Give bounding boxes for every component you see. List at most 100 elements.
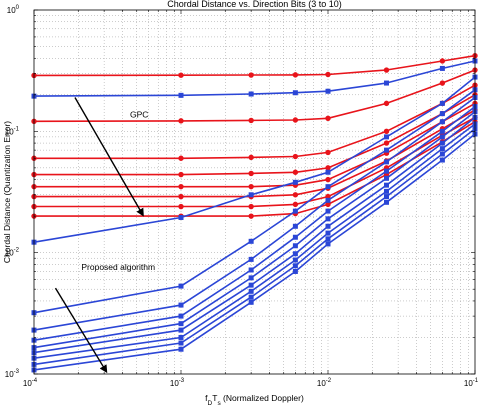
data-point-square bbox=[292, 179, 298, 185]
data-point-circle bbox=[383, 140, 390, 146]
x-tick-label: 10-4 bbox=[23, 378, 38, 388]
data-point-square bbox=[439, 100, 445, 106]
data-point-square bbox=[439, 111, 445, 117]
data-point-square bbox=[292, 257, 298, 263]
data-point-square bbox=[178, 313, 184, 319]
data-point-square bbox=[292, 268, 298, 274]
series-line bbox=[34, 116, 476, 208]
data-point-square bbox=[178, 340, 184, 346]
data-point-square bbox=[325, 184, 331, 190]
series-line bbox=[33, 123, 476, 359]
data-point-square bbox=[292, 251, 298, 257]
series-line bbox=[33, 60, 476, 97]
data-point-circle bbox=[292, 72, 299, 78]
series-line bbox=[34, 84, 476, 160]
x-axis-title-mid: T bbox=[212, 393, 217, 403]
data-point-square bbox=[383, 80, 389, 86]
series-line bbox=[33, 76, 476, 243]
data-point-square bbox=[178, 327, 184, 333]
x-axis-title: fDTs (Normalized Doppler) bbox=[205, 393, 304, 406]
data-point-circle bbox=[178, 155, 184, 161]
series-line bbox=[33, 116, 476, 354]
data-point-square bbox=[292, 90, 298, 96]
x-axis-title-base: f bbox=[205, 393, 208, 403]
proposed-annotation-arrow bbox=[54, 287, 108, 374]
data-point-square bbox=[248, 91, 254, 97]
proposed-series-line bbox=[31, 58, 478, 99]
data-point-square bbox=[178, 334, 184, 340]
data-point-square bbox=[383, 134, 389, 140]
annotations: GPC Proposed algorithm bbox=[54, 97, 155, 374]
y-tick-label: 10-3 bbox=[5, 369, 20, 379]
gpc-annotation-arrow bbox=[74, 97, 144, 217]
series-line bbox=[33, 105, 476, 341]
proposed-series-line bbox=[31, 74, 478, 245]
data-point-circle bbox=[248, 213, 254, 219]
data-point-circle bbox=[325, 71, 331, 78]
data-point-square bbox=[439, 140, 445, 146]
data-point-circle bbox=[325, 201, 331, 208]
gpc-annotation-label: GPC bbox=[130, 110, 148, 120]
series-line bbox=[33, 128, 476, 366]
y-tick-label: 100 bbox=[7, 5, 20, 15]
data-point-circle bbox=[292, 201, 299, 208]
y-axis-title: Chordal Distance (Quantization Error) bbox=[2, 121, 12, 263]
data-point-square bbox=[178, 283, 184, 289]
data-point-square bbox=[292, 243, 298, 249]
data-point-square bbox=[248, 238, 254, 244]
data-point-square bbox=[178, 214, 184, 220]
series-line bbox=[33, 96, 476, 331]
series-line bbox=[34, 109, 476, 198]
data-point-square bbox=[439, 128, 445, 134]
data-point-circle bbox=[178, 118, 184, 124]
data-point-circle bbox=[178, 72, 184, 78]
data-point-square bbox=[439, 157, 445, 163]
series-line bbox=[33, 133, 476, 371]
data-point-circle bbox=[178, 171, 184, 178]
proposed-annotation-label: Proposed algorithm bbox=[81, 262, 155, 272]
data-point-circle bbox=[248, 117, 254, 124]
data-point-square bbox=[325, 236, 331, 242]
data-point-square bbox=[292, 223, 298, 229]
series-layer bbox=[31, 53, 478, 373]
data-point-square bbox=[383, 182, 389, 188]
data-point-circle bbox=[178, 193, 184, 200]
x-axis-title-sub-d: D bbox=[208, 400, 213, 406]
data-point-square bbox=[248, 294, 254, 300]
data-point-square bbox=[248, 267, 254, 273]
data-point-circle bbox=[325, 176, 331, 183]
data-point-square bbox=[439, 151, 445, 157]
data-point-square bbox=[439, 134, 445, 140]
data-point-circle bbox=[248, 170, 254, 177]
data-point-circle bbox=[292, 192, 299, 198]
series-line bbox=[33, 54, 476, 77]
data-point-circle bbox=[248, 72, 254, 78]
data-point-square bbox=[325, 230, 331, 236]
proposed-series-line bbox=[31, 104, 478, 343]
data-point-square bbox=[248, 256, 254, 262]
series-line bbox=[34, 121, 476, 217]
x-axis-title-sub-s: s bbox=[217, 400, 221, 406]
data-point-circle bbox=[178, 203, 184, 210]
data-point-circle bbox=[383, 100, 390, 107]
data-point-square bbox=[248, 275, 254, 281]
data-point-square bbox=[178, 321, 184, 327]
chart-title: Chordal Distance vs. Direction Bits (3 t… bbox=[167, 0, 342, 9]
data-point-circle bbox=[325, 115, 331, 122]
data-point-circle bbox=[248, 183, 254, 190]
data-point-square bbox=[439, 119, 445, 125]
y-tick-label: 10-2 bbox=[5, 248, 20, 258]
data-point-square bbox=[248, 192, 254, 198]
data-point-square bbox=[383, 199, 389, 205]
x-tick-label: 10-1 bbox=[464, 378, 479, 388]
series-line bbox=[33, 89, 476, 314]
gpc-series-line bbox=[31, 114, 478, 210]
data-point-square bbox=[325, 88, 331, 94]
data-point-circle bbox=[325, 165, 331, 171]
data-point-square bbox=[325, 241, 331, 247]
y-tick-label: 10-1 bbox=[5, 126, 20, 136]
data-point-circle bbox=[248, 154, 254, 161]
series-line bbox=[33, 111, 476, 349]
